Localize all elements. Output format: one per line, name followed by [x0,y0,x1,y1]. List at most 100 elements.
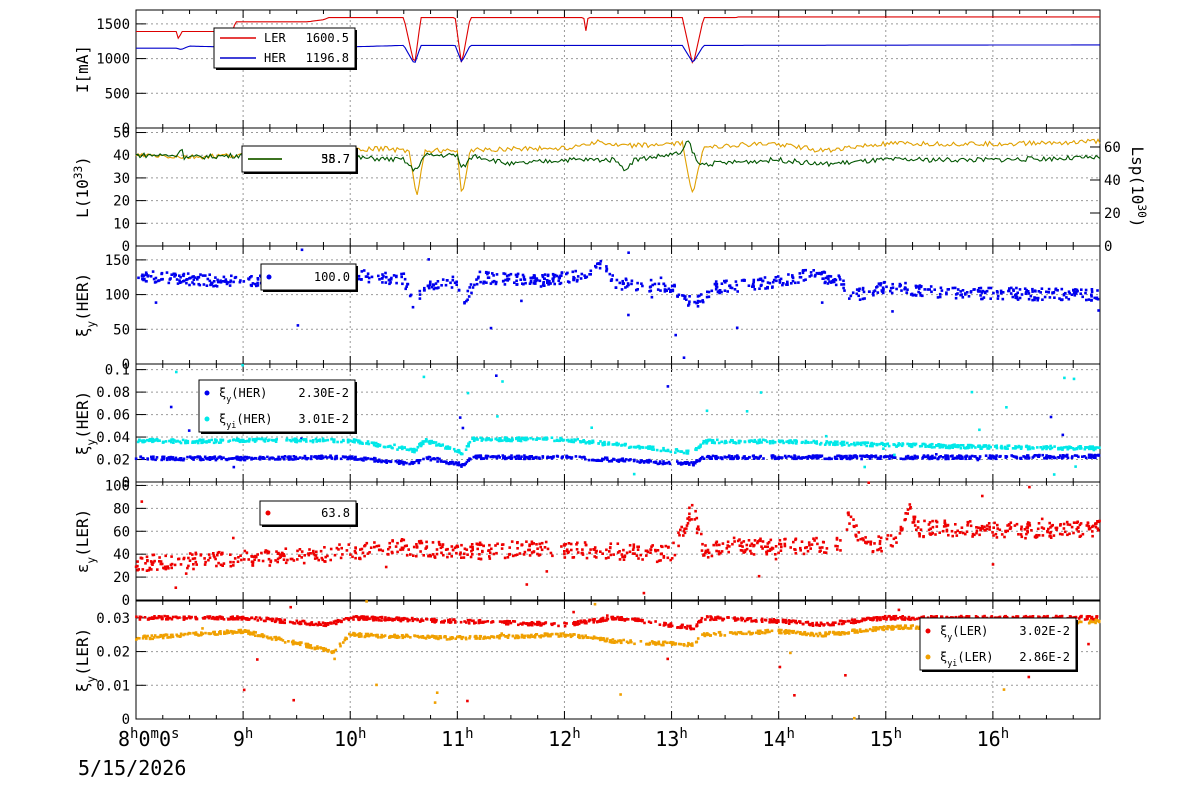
data-point [1048,522,1051,525]
data-point [899,284,902,287]
data-point [839,278,842,281]
data-point [804,278,807,281]
data-point [197,455,200,458]
data-point [942,456,945,459]
data-point [1090,294,1093,297]
data-point [396,617,399,620]
data-point [839,442,842,445]
data-point [364,544,367,547]
data-point [794,282,797,285]
data-point [485,455,488,458]
data-point [209,280,212,283]
y-tick-label: 50 [113,126,130,142]
data-point [876,444,879,447]
data-point [721,619,724,622]
data-point [388,279,391,282]
data-point [532,551,535,554]
data-point [766,441,769,444]
data-point [584,541,587,544]
data-point [872,292,875,295]
data-point [296,558,299,561]
data-point [206,284,209,287]
data-point [760,391,763,394]
data-point [1024,537,1027,540]
data-point [450,462,453,465]
data-point [1024,456,1027,459]
data-point [797,281,800,284]
data-point [643,622,646,625]
data-point [848,522,851,525]
data-point [940,287,943,290]
data-point [1053,445,1056,448]
data-point [665,545,668,548]
data-point [255,457,258,460]
data-point [1053,296,1056,299]
data-point [523,553,526,556]
data-point [910,293,913,296]
data-point [516,437,519,440]
data-point [202,274,205,277]
data-point [488,276,491,279]
data-point [688,516,691,519]
data-point [900,457,903,460]
data-point [507,556,510,559]
data-point [526,456,529,459]
data-point [566,272,569,275]
data-point [595,551,598,554]
data-point [891,292,894,295]
data-point [690,461,693,464]
data-point [395,545,398,548]
data-point [918,533,921,536]
data-point [266,456,269,459]
data-point [890,618,893,621]
data-point [767,550,770,553]
data-point [697,295,700,298]
data-point [192,563,195,566]
data-point [1088,298,1091,301]
data-point [135,616,138,619]
data-point [412,306,415,309]
data-point [867,541,870,544]
data-point [243,558,246,561]
data-point [951,530,954,533]
data-point [807,550,810,553]
data-point [780,546,783,549]
data-point [808,541,811,544]
data-point [243,280,246,283]
data-point [743,279,746,282]
data-point [488,544,491,547]
data-point [363,555,366,558]
data-point [701,299,704,302]
data-point [857,442,860,445]
data-point [481,551,484,554]
data-point [1080,288,1083,291]
data-point [436,548,439,551]
data-point [502,280,505,283]
y-tick-label: 0.02 [96,453,130,469]
data-point [299,548,302,551]
data-point [731,543,734,546]
data-point [573,556,576,559]
data-point [775,280,778,283]
data-point [377,275,380,278]
data-point [929,527,932,530]
y-axis-label: ξy(HER) [73,273,98,338]
legend-value: 38.7 [321,152,350,166]
data-point [815,537,818,540]
data-point [150,275,153,278]
data-point [502,543,505,546]
data-point [504,557,507,560]
data-point [432,283,435,286]
data-point [186,456,189,459]
data-point [461,453,464,456]
data-point [465,621,468,624]
data-point [170,567,173,570]
data-point [179,276,182,279]
data-point [367,457,370,460]
data-point [810,274,813,277]
data-point [870,442,873,445]
data-point [385,566,388,569]
data-point [961,526,964,529]
data-point [358,275,361,278]
data-point [412,449,415,452]
